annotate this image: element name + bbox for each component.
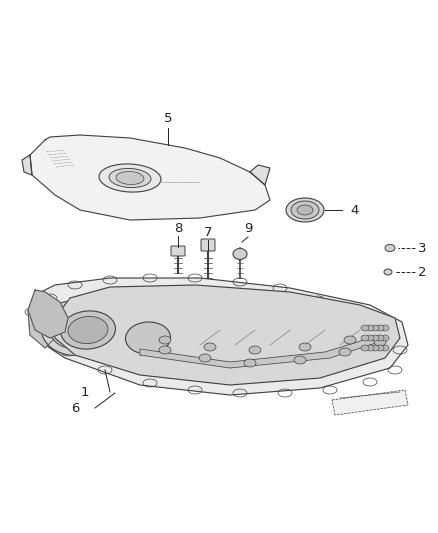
Polygon shape bbox=[55, 285, 400, 385]
Text: 6: 6 bbox=[71, 401, 79, 415]
Ellipse shape bbox=[366, 345, 374, 351]
Ellipse shape bbox=[366, 335, 374, 341]
Ellipse shape bbox=[381, 325, 389, 331]
Ellipse shape bbox=[291, 201, 319, 219]
Ellipse shape bbox=[344, 336, 356, 344]
Ellipse shape bbox=[366, 325, 374, 331]
Ellipse shape bbox=[385, 245, 395, 252]
Ellipse shape bbox=[361, 335, 369, 341]
Ellipse shape bbox=[381, 345, 389, 351]
Text: 7: 7 bbox=[204, 225, 212, 238]
Ellipse shape bbox=[376, 345, 384, 351]
Ellipse shape bbox=[381, 335, 389, 341]
Ellipse shape bbox=[199, 354, 211, 362]
Ellipse shape bbox=[371, 335, 379, 341]
Ellipse shape bbox=[41, 301, 109, 356]
Ellipse shape bbox=[361, 325, 369, 331]
Text: 2: 2 bbox=[418, 265, 426, 279]
Text: 4: 4 bbox=[351, 204, 359, 216]
Ellipse shape bbox=[249, 346, 261, 354]
Ellipse shape bbox=[286, 198, 324, 222]
Ellipse shape bbox=[68, 317, 108, 344]
Ellipse shape bbox=[49, 307, 101, 349]
Polygon shape bbox=[28, 278, 408, 395]
Ellipse shape bbox=[294, 356, 306, 364]
Polygon shape bbox=[28, 295, 55, 348]
Ellipse shape bbox=[116, 172, 144, 184]
Ellipse shape bbox=[371, 325, 379, 331]
Ellipse shape bbox=[299, 343, 311, 351]
Ellipse shape bbox=[339, 348, 351, 356]
Ellipse shape bbox=[244, 359, 256, 367]
Text: 5: 5 bbox=[164, 111, 172, 125]
Ellipse shape bbox=[384, 269, 392, 275]
Text: 3: 3 bbox=[418, 241, 426, 254]
Polygon shape bbox=[30, 135, 270, 220]
Text: 8: 8 bbox=[174, 222, 182, 235]
Ellipse shape bbox=[374, 338, 386, 346]
Ellipse shape bbox=[159, 346, 171, 354]
FancyBboxPatch shape bbox=[201, 239, 215, 251]
Ellipse shape bbox=[371, 345, 379, 351]
Ellipse shape bbox=[99, 164, 161, 192]
Ellipse shape bbox=[233, 248, 247, 260]
Ellipse shape bbox=[159, 336, 171, 344]
Text: 9: 9 bbox=[244, 222, 252, 235]
FancyBboxPatch shape bbox=[171, 246, 185, 256]
Ellipse shape bbox=[60, 311, 116, 349]
Polygon shape bbox=[250, 165, 270, 185]
Ellipse shape bbox=[376, 335, 384, 341]
Ellipse shape bbox=[204, 343, 216, 351]
Polygon shape bbox=[22, 155, 32, 175]
Ellipse shape bbox=[126, 322, 170, 354]
Polygon shape bbox=[140, 335, 385, 368]
Polygon shape bbox=[332, 390, 408, 415]
Ellipse shape bbox=[93, 316, 143, 354]
Text: 1: 1 bbox=[81, 385, 89, 399]
Ellipse shape bbox=[376, 325, 384, 331]
Ellipse shape bbox=[109, 168, 151, 188]
Ellipse shape bbox=[297, 205, 313, 215]
Polygon shape bbox=[28, 290, 68, 338]
Ellipse shape bbox=[361, 345, 369, 351]
